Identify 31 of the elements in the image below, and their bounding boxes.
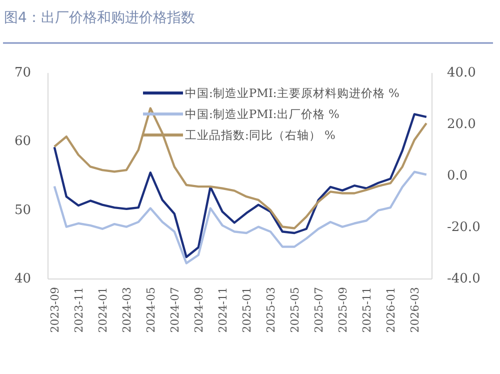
x-tick-label: 2026-03 (408, 287, 422, 333)
x-tick-label: 2024-03 (120, 287, 134, 333)
y2-tick-label: 0.0 (447, 168, 468, 184)
y2-tick-label: -20.0 (447, 220, 480, 235)
legend-label: 中国:制造业PMI:主要原材料购进价格 % (185, 86, 400, 100)
x-tick-label: 2024-01 (96, 287, 110, 333)
y-tick-label: 60 (14, 134, 31, 150)
x-tick-label: 2023-11 (72, 287, 86, 333)
chart-title: 图4：出厂价格和购进价格指数 (4, 10, 195, 26)
x-tick-label: 2025-03 (264, 287, 278, 333)
x-tick-label: 2025-01 (240, 287, 254, 333)
legend-label: 中国:制造业PMI:出厂价格 % (185, 107, 340, 121)
x-tick-label: 2024-09 (192, 287, 206, 333)
line-series (53, 170, 428, 264)
x-tick-label: 2025-11 (360, 287, 374, 333)
x-tick-label: 2024-11 (216, 287, 230, 333)
x-tick-label: 2025-07 (312, 287, 326, 333)
x-tick-label: 2026-01 (384, 287, 398, 333)
y-tick-label: 50 (14, 202, 31, 218)
x-tick-label: 2023-09 (48, 287, 62, 333)
y-tick-label: 40 (14, 272, 31, 286)
x-tick-label: 2024-07 (168, 287, 182, 333)
x-tick-label: 2025-09 (336, 287, 350, 333)
y2-tick-label: -40.0 (447, 272, 480, 286)
x-tick-label: 2024-05 (144, 287, 158, 333)
x-tick-label: 2025-05 (288, 287, 302, 333)
legend-label: 工业品指数:同比（右轴） % (185, 128, 336, 142)
line-series (53, 107, 428, 230)
y-tick-label: 70 (14, 66, 31, 80)
y2-tick-label: 20.0 (447, 117, 476, 132)
y2-tick-label: 40.0 (447, 66, 476, 80)
